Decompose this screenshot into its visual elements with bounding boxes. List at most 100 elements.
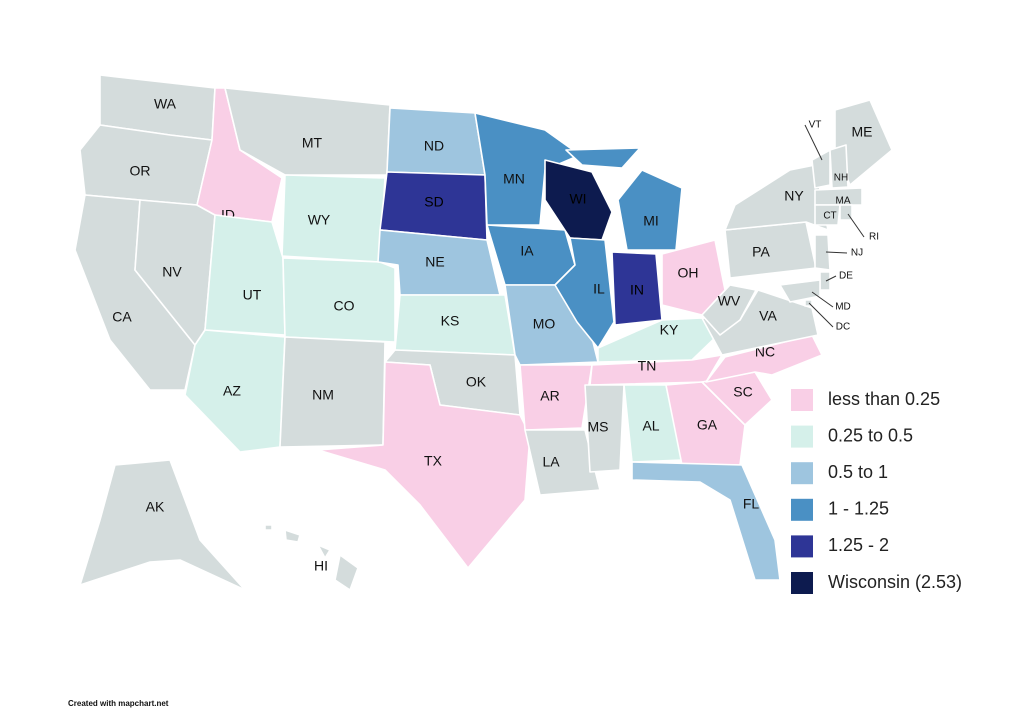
state-label: DC bbox=[836, 322, 850, 333]
state-label: UT bbox=[243, 287, 262, 303]
state bbox=[204, 214, 286, 336]
state bbox=[584, 384, 625, 473]
state-label: ME bbox=[852, 124, 873, 140]
legend-label: 1.25 - 2 bbox=[828, 535, 889, 555]
state-label: GA bbox=[697, 417, 718, 433]
state-label: AK bbox=[146, 499, 165, 515]
leader-line bbox=[808, 302, 834, 328]
state-label: PA bbox=[752, 244, 770, 260]
state bbox=[665, 381, 746, 466]
state bbox=[705, 334, 823, 383]
state-label: MD bbox=[835, 302, 851, 313]
state-label: MN bbox=[503, 171, 525, 187]
state-label: CO bbox=[334, 298, 355, 314]
state bbox=[519, 364, 593, 431]
state-label: AZ bbox=[223, 383, 241, 399]
state-label: OR bbox=[130, 163, 151, 179]
state bbox=[224, 87, 391, 176]
legend-swatch bbox=[791, 425, 813, 448]
state bbox=[724, 164, 829, 231]
state bbox=[282, 257, 396, 343]
state-label: NY bbox=[784, 188, 804, 204]
legend-swatch bbox=[791, 389, 813, 411]
state-label: ND bbox=[424, 138, 444, 154]
state bbox=[264, 524, 273, 531]
state-label: KY bbox=[660, 322, 679, 338]
legend-label: less than 0.25 bbox=[828, 389, 940, 409]
state bbox=[334, 554, 359, 591]
state bbox=[79, 459, 246, 591]
state-label: IL bbox=[593, 281, 605, 297]
state bbox=[617, 169, 683, 251]
legend-label: Wisconsin (2.53) bbox=[828, 572, 962, 592]
state-label: NJ bbox=[851, 248, 863, 259]
state-label: NE bbox=[425, 254, 444, 270]
state-label: OH bbox=[678, 265, 699, 281]
state-label: WV bbox=[718, 293, 741, 309]
state-label: LA bbox=[542, 454, 560, 470]
state bbox=[701, 284, 757, 336]
state-label: HI bbox=[314, 558, 328, 574]
state-label: MT bbox=[302, 135, 323, 151]
legend-swatch bbox=[791, 535, 813, 558]
state bbox=[814, 187, 863, 206]
state-label: CT bbox=[823, 211, 836, 222]
leader-line bbox=[811, 291, 834, 308]
state-label: VA bbox=[759, 308, 777, 324]
legend-label: 0.5 to 1 bbox=[828, 462, 888, 482]
leader-line bbox=[804, 124, 823, 161]
state bbox=[829, 144, 849, 189]
state-label: RI bbox=[869, 232, 879, 243]
state bbox=[524, 429, 601, 496]
state bbox=[811, 149, 831, 189]
state-label: DE bbox=[839, 271, 853, 282]
leader-line bbox=[825, 275, 837, 282]
state bbox=[779, 279, 821, 303]
state-label: FL bbox=[743, 496, 760, 512]
state-label: NM bbox=[312, 387, 334, 403]
credit: Created with mapchart.net bbox=[68, 699, 169, 708]
state-label: AR bbox=[540, 388, 559, 404]
state-label: MA bbox=[836, 196, 851, 207]
legend-swatch bbox=[791, 462, 813, 485]
state-label: TX bbox=[424, 453, 443, 469]
state-label: VT bbox=[809, 120, 822, 131]
state bbox=[834, 99, 893, 186]
state bbox=[814, 204, 841, 226]
state bbox=[317, 361, 531, 569]
state bbox=[284, 529, 301, 543]
state bbox=[724, 221, 817, 279]
state-label: IN bbox=[630, 282, 644, 298]
state bbox=[814, 234, 831, 271]
state bbox=[589, 354, 723, 386]
legend-swatch bbox=[791, 572, 813, 594]
leader-line bbox=[825, 251, 848, 254]
state-label: IA bbox=[520, 243, 534, 259]
state bbox=[819, 271, 831, 291]
state-label: MO bbox=[533, 316, 556, 332]
state-label: OK bbox=[466, 374, 487, 390]
legend-label: 1 - 1.25 bbox=[828, 499, 889, 519]
state-label: WI bbox=[569, 191, 586, 207]
state bbox=[565, 147, 641, 169]
state-label: TN bbox=[638, 358, 657, 374]
state bbox=[281, 174, 386, 263]
state-label: SD bbox=[424, 194, 443, 210]
state bbox=[317, 544, 331, 559]
leader-line bbox=[847, 213, 865, 238]
state bbox=[554, 237, 615, 349]
state-label: WA bbox=[154, 96, 177, 112]
state-label: NH bbox=[834, 173, 848, 184]
state-label: NV bbox=[162, 264, 182, 280]
state-label: MI bbox=[643, 213, 659, 229]
state-label: CA bbox=[112, 309, 132, 325]
state-label: KS bbox=[441, 313, 460, 329]
state-label: SC bbox=[733, 384, 752, 400]
legend-swatch bbox=[791, 498, 813, 521]
state bbox=[631, 461, 781, 581]
state-label: MS bbox=[588, 419, 609, 435]
state bbox=[474, 112, 581, 226]
state-label: WY bbox=[308, 212, 331, 228]
legend-label: 0.25 to 0.5 bbox=[828, 425, 913, 445]
